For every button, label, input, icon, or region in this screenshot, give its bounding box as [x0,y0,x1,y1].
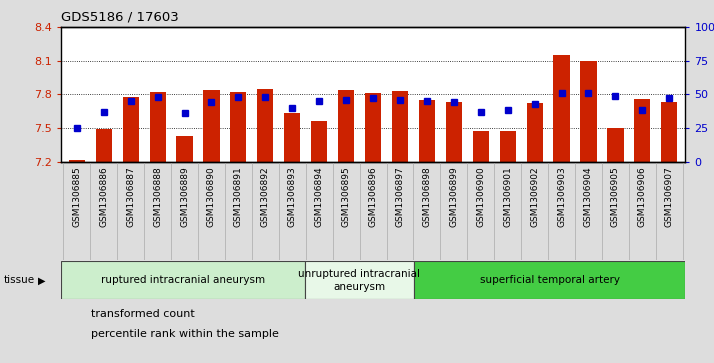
Bar [231,92,246,162]
Text: GSM1306891: GSM1306891 [234,166,243,227]
Bar [96,129,112,162]
Text: GSM1306889: GSM1306889 [180,166,189,227]
Bar [365,93,381,162]
Bar [176,136,193,162]
Bar [392,91,408,162]
Text: ▶: ▶ [38,276,46,285]
Bar [123,97,139,162]
Text: GSM1306893: GSM1306893 [288,166,297,227]
Text: superficial temporal artery: superficial temporal artery [480,276,620,285]
Bar [311,121,327,162]
Bar [526,103,543,162]
Text: GSM1306904: GSM1306904 [584,166,593,227]
Bar [634,99,650,162]
Text: unruptured intracranial
aneurysm: unruptured intracranial aneurysm [298,269,421,292]
Bar [553,55,570,162]
Text: GSM1306901: GSM1306901 [503,166,512,227]
Bar [69,160,85,162]
Text: GDS5186 / 17603: GDS5186 / 17603 [61,11,178,24]
Text: GSM1306887: GSM1306887 [126,166,135,227]
Bar [257,89,273,162]
Text: GSM1306902: GSM1306902 [530,166,539,227]
Text: GSM1306885: GSM1306885 [72,166,81,227]
Text: GSM1306899: GSM1306899 [449,166,458,227]
Text: GSM1306886: GSM1306886 [99,166,109,227]
Text: GSM1306903: GSM1306903 [557,166,566,227]
Bar [419,100,435,162]
Bar [473,131,489,162]
Text: ruptured intracranial aneurysm: ruptured intracranial aneurysm [101,276,265,285]
Bar [446,102,462,162]
Text: GSM1306895: GSM1306895 [341,166,351,227]
Bar [608,128,623,162]
Text: GSM1306898: GSM1306898 [423,166,431,227]
Text: GSM1306890: GSM1306890 [207,166,216,227]
Bar [580,61,597,162]
Text: GSM1306888: GSM1306888 [153,166,162,227]
Text: GSM1306892: GSM1306892 [261,166,270,227]
Text: GSM1306907: GSM1306907 [665,166,674,227]
Text: percentile rank within the sample: percentile rank within the sample [91,329,278,339]
Bar [203,90,220,162]
Text: GSM1306906: GSM1306906 [638,166,647,227]
Bar [305,261,414,299]
Text: GSM1306905: GSM1306905 [611,166,620,227]
Bar [414,261,685,299]
Text: transformed count: transformed count [91,309,194,319]
Bar [149,92,166,162]
Bar [661,102,678,162]
Bar [61,261,305,299]
Text: GSM1306894: GSM1306894 [315,166,323,227]
Bar [500,131,516,162]
Text: GSM1306896: GSM1306896 [368,166,378,227]
Text: tissue: tissue [4,276,35,285]
Bar [338,90,354,162]
Bar [284,113,301,162]
Text: GSM1306900: GSM1306900 [476,166,486,227]
Text: GSM1306897: GSM1306897 [396,166,405,227]
